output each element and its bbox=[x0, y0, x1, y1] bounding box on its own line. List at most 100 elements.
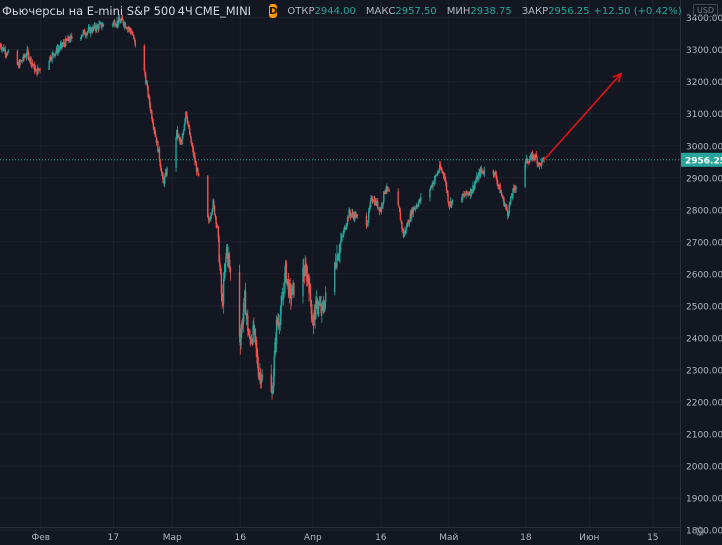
delay-badge[interactable]: D bbox=[269, 4, 278, 18]
candle-body bbox=[35, 69, 37, 71]
y-tick-label: 2200.00 bbox=[686, 399, 722, 409]
candle-body bbox=[323, 309, 325, 311]
candle-body bbox=[261, 374, 263, 381]
candle-body bbox=[289, 283, 291, 290]
x-tick-label: Мар bbox=[163, 533, 182, 543]
candle-body bbox=[335, 266, 337, 268]
low-label: МИН bbox=[446, 5, 471, 17]
candle-body bbox=[476, 176, 479, 180]
candle-body bbox=[354, 213, 356, 219]
candle-body bbox=[321, 305, 323, 313]
candle-body bbox=[377, 201, 379, 209]
y-tick-label: 2500.00 bbox=[686, 302, 722, 312]
candle-body bbox=[18, 60, 21, 68]
candle-body bbox=[448, 201, 450, 206]
candle-body bbox=[530, 155, 532, 159]
candle-body bbox=[345, 226, 347, 230]
candle-body bbox=[17, 63, 19, 65]
candle-body bbox=[16, 50, 19, 65]
candle-body bbox=[157, 148, 160, 152]
candle-body bbox=[473, 185, 475, 190]
candle-body bbox=[303, 267, 305, 274]
candle-body bbox=[148, 96, 150, 98]
candle-body bbox=[68, 36, 70, 41]
candle-body bbox=[120, 20, 122, 23]
candle-body bbox=[507, 211, 509, 216]
y-tick-label: 2100.00 bbox=[686, 431, 722, 441]
candle-body bbox=[450, 201, 452, 206]
candle-body bbox=[38, 68, 40, 70]
candle-body bbox=[384, 189, 387, 194]
currency-badge[interactable]: USD bbox=[693, 4, 719, 17]
candle-body bbox=[130, 32, 133, 34]
candle-body bbox=[479, 171, 481, 176]
candle-body bbox=[207, 217, 210, 221]
candle-body bbox=[433, 179, 436, 184]
y-tick-label: 1800.00 bbox=[686, 527, 722, 537]
candle-body bbox=[49, 56, 51, 62]
candle-body bbox=[478, 171, 480, 175]
candle-body bbox=[539, 162, 541, 164]
candle-body bbox=[116, 20, 118, 26]
symbol-title[interactable]: Фьючерсы на E-mini S&P 500 bbox=[2, 4, 176, 18]
candle-body bbox=[367, 220, 369, 226]
candle-body bbox=[125, 27, 127, 29]
candle-body bbox=[380, 205, 383, 212]
candle-body bbox=[538, 162, 540, 166]
x-tick-label: Фев bbox=[32, 533, 51, 543]
candle-body bbox=[6, 54, 8, 56]
candle-body bbox=[53, 54, 56, 56]
gear-icon[interactable]: ⚙ bbox=[694, 525, 706, 540]
candle-body bbox=[31, 62, 33, 65]
candle-body bbox=[275, 319, 278, 344]
candle-body bbox=[67, 36, 69, 41]
candle-body bbox=[497, 183, 499, 185]
candle-body bbox=[87, 28, 90, 32]
candle-body bbox=[292, 282, 294, 286]
candle-body bbox=[33, 64, 35, 66]
price-axis[interactable]: 3400.00 3300.00 3200.00 3100.00 3000.00 2900.… bbox=[680, 0, 722, 545]
candle-body bbox=[310, 300, 312, 314]
candle-body bbox=[356, 214, 359, 216]
candle-body bbox=[400, 220, 402, 223]
candle-body bbox=[99, 22, 102, 24]
candle-body bbox=[0, 44, 2, 48]
candle-body bbox=[494, 171, 497, 175]
candle-body bbox=[129, 28, 131, 31]
candle-body bbox=[474, 182, 476, 185]
candle-body bbox=[305, 265, 307, 270]
candle-body bbox=[281, 300, 283, 305]
candle-body bbox=[431, 185, 433, 187]
candle-body bbox=[179, 141, 182, 142]
x-tick-label: 15 bbox=[647, 533, 658, 543]
candle-body bbox=[187, 122, 189, 125]
candle-body bbox=[271, 391, 273, 394]
candle-body bbox=[469, 193, 471, 196]
candle-body bbox=[531, 154, 534, 160]
candle-body bbox=[373, 199, 375, 202]
candle-body bbox=[186, 117, 189, 123]
candle-body bbox=[460, 199, 463, 201]
candle-body bbox=[429, 187, 432, 190]
candle-body bbox=[155, 136, 158, 143]
candle-body bbox=[154, 129, 156, 134]
x-tick-label: Апр bbox=[304, 533, 322, 543]
candle-body bbox=[306, 275, 309, 282]
time-axis[interactable]: Фев 17 Мар 16 Апр 16 Май 18 Июн 15 bbox=[0, 527, 680, 544]
candle-body bbox=[324, 292, 327, 302]
interval-label[interactable]: 4Ч bbox=[177, 4, 193, 18]
candle-body bbox=[54, 53, 56, 56]
candle-body bbox=[285, 262, 288, 283]
candle-body bbox=[513, 187, 516, 189]
candle-body bbox=[408, 221, 411, 224]
candle-body bbox=[537, 162, 539, 164]
candle-body bbox=[385, 189, 387, 191]
candle-body bbox=[496, 179, 498, 184]
candle-body bbox=[216, 225, 219, 227]
candle-body bbox=[420, 197, 422, 201]
candle-body bbox=[419, 199, 421, 201]
candle-body bbox=[37, 68, 40, 70]
candle-body bbox=[152, 123, 155, 128]
candle-body bbox=[102, 24, 105, 26]
